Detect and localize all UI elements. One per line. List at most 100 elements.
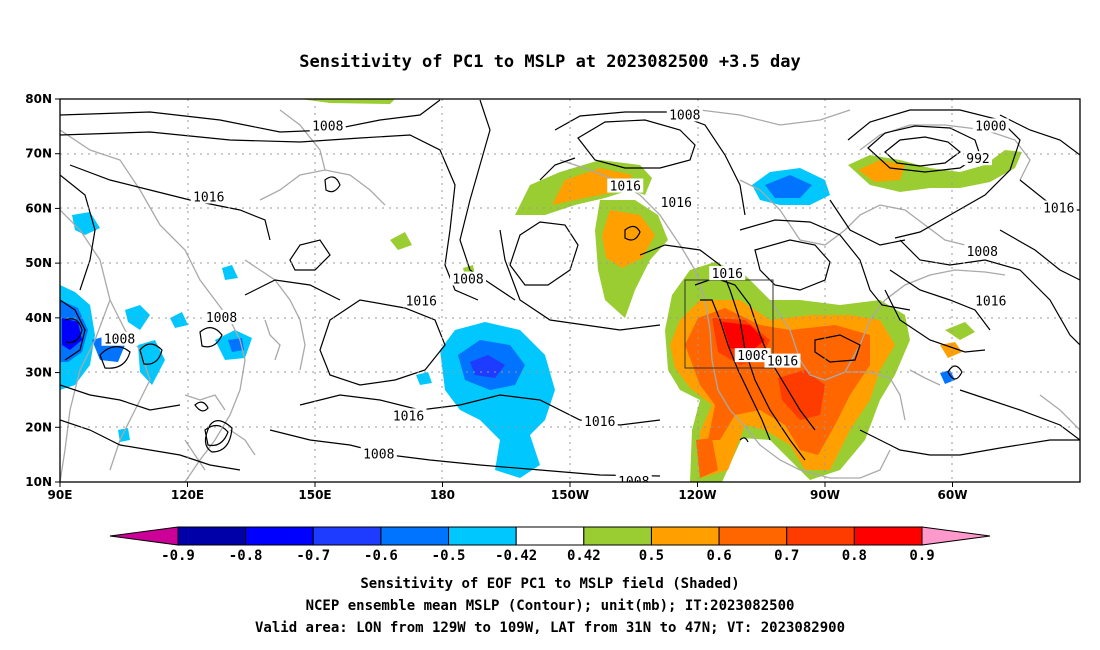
shade-negative-scs2 — [138, 340, 165, 385]
map-title: Sensitivity of PC1 to MSLP at 2023082500… — [299, 52, 801, 72]
lat-tick-label: 50N — [25, 256, 52, 270]
footer-line-1: Sensitivity of EOF PC1 to MSLP field (Sh… — [360, 576, 739, 592]
colorbar-label: -0.42 — [495, 548, 537, 564]
colorbar-label: 0.42 — [567, 548, 601, 564]
colorbar-swatch — [718, 526, 788, 546]
shade-negative-bermuda — [940, 370, 955, 384]
lat-tick-label: 70N — [25, 147, 52, 161]
colorbar-label: 0.7 — [774, 548, 799, 564]
contour-label: 1008 — [206, 311, 237, 326]
mslp-contours — [60, 99, 1080, 477]
contour-label-bg — [309, 118, 346, 133]
footer-line-3: Valid area: LON from 129W to 109W, LAT f… — [255, 620, 845, 636]
contour-label: 1016 — [1043, 201, 1074, 216]
shade-negative-small1 — [222, 265, 238, 280]
lat-tick-label: 10N — [25, 475, 52, 489]
contour-label-bg — [709, 266, 746, 281]
lon-tick-label: 90W — [810, 488, 840, 502]
colorbar-label: 0.8 — [842, 548, 867, 564]
lon-tick-label: 120W — [678, 488, 716, 502]
footer-line-2: NCEP ensemble mean MSLP (Contour); unit(… — [306, 598, 795, 614]
colorbar-label: 0.9 — [909, 548, 934, 564]
shade-negative-hudson-core — [765, 175, 812, 198]
contour-label: 1016 — [767, 355, 798, 370]
contour-label: 1016 — [712, 267, 743, 282]
colorbar-swatch — [380, 526, 450, 546]
lon-tick-label: 90E — [48, 488, 73, 502]
contour-label-bg — [450, 271, 486, 286]
lon-tick-label: 120E — [171, 488, 204, 502]
colorbar-swatch — [650, 526, 720, 546]
contour-label-bg — [964, 244, 1001, 259]
contour-label-bg — [666, 107, 703, 122]
contour-label-bg — [1040, 200, 1077, 215]
contour-label-bg — [734, 348, 771, 363]
contour-label-bg — [101, 331, 138, 346]
contour-label: 1016 — [393, 409, 424, 424]
contour-label-bg — [615, 474, 652, 482]
colorbar-swatch — [448, 526, 517, 546]
contour-label-bg — [403, 293, 440, 308]
shade-0.7-south — [778, 370, 825, 420]
shade-positive-east2 — [940, 342, 962, 358]
shaded-sensitivity-field — [60, 99, 1022, 482]
colorbar-label: 0.5 — [639, 548, 664, 564]
contour-label-bg — [190, 189, 227, 204]
contour-label: 1008 — [452, 273, 483, 288]
shade-positive-top — [300, 99, 395, 104]
shade-positive-east1 — [945, 322, 975, 340]
colorbar-label: -0.5 — [432, 548, 466, 564]
lat-tick-label: 20N — [25, 420, 52, 434]
colorbar-swatch — [853, 526, 923, 546]
contour-label: 1008 — [737, 349, 768, 364]
contour-label: 1016 — [610, 180, 641, 195]
contour-label-bg — [658, 194, 695, 209]
lon-tick-label: 180 — [430, 488, 455, 502]
contour-label-bg — [203, 309, 240, 324]
colorbar-swatch — [312, 526, 382, 546]
shade-negative-small4 — [416, 372, 432, 385]
lat-tick-label: 30N — [25, 366, 52, 380]
shade-negative-small2 — [170, 312, 188, 328]
contour-label: 1008 — [363, 448, 394, 463]
contour-label-bg — [964, 151, 992, 166]
contour-label: 1008 — [618, 475, 649, 490]
colorbar-low-extension — [109, 526, 179, 546]
contour-label: 1008 — [669, 108, 700, 123]
colorbar-label: -0.6 — [364, 548, 398, 564]
lat-tick-label: 40N — [25, 311, 52, 325]
shade-0.5-nepac — [552, 168, 632, 205]
shade-0.5-greenland — [858, 160, 905, 182]
colorbar-swatch — [515, 526, 585, 546]
contour-label: 1000 — [975, 119, 1006, 134]
contour-label-bg — [972, 118, 1009, 133]
colorbar-label: 0.6 — [706, 548, 731, 564]
lon-tick-label: 60W — [938, 488, 968, 502]
shade-positive-bering — [390, 232, 412, 250]
contour-label: 1016 — [975, 294, 1006, 309]
contour-label-bg — [581, 413, 618, 428]
colorbar-high-extension — [921, 526, 991, 546]
longitude-axis: 90E 120E 150E 180 150W 120W 90W 60W — [48, 482, 968, 502]
contour-label-bg — [390, 408, 427, 423]
contour-label: 1016 — [193, 190, 224, 205]
contour-label-bg — [607, 178, 644, 193]
contour-label-bg — [972, 293, 1009, 308]
shade-0.6-lower — [696, 438, 718, 478]
colorbar-swatch — [786, 526, 855, 546]
contour-label-bg — [764, 353, 801, 368]
contour-label: 1008 — [104, 333, 135, 348]
contour-label: 1008 — [967, 245, 998, 260]
graticule — [60, 99, 1080, 482]
lat-tick-label: 80N — [25, 92, 52, 106]
lon-tick-label: 150W — [551, 488, 589, 502]
shade-0.8-westna — [722, 322, 765, 352]
colorbar-label: -0.7 — [296, 548, 330, 564]
contour-label: 1008 — [312, 119, 343, 134]
lat-tick-label: 60N — [25, 201, 52, 215]
colorbar-swatch — [177, 526, 247, 546]
contour-label: 992 — [966, 152, 989, 167]
